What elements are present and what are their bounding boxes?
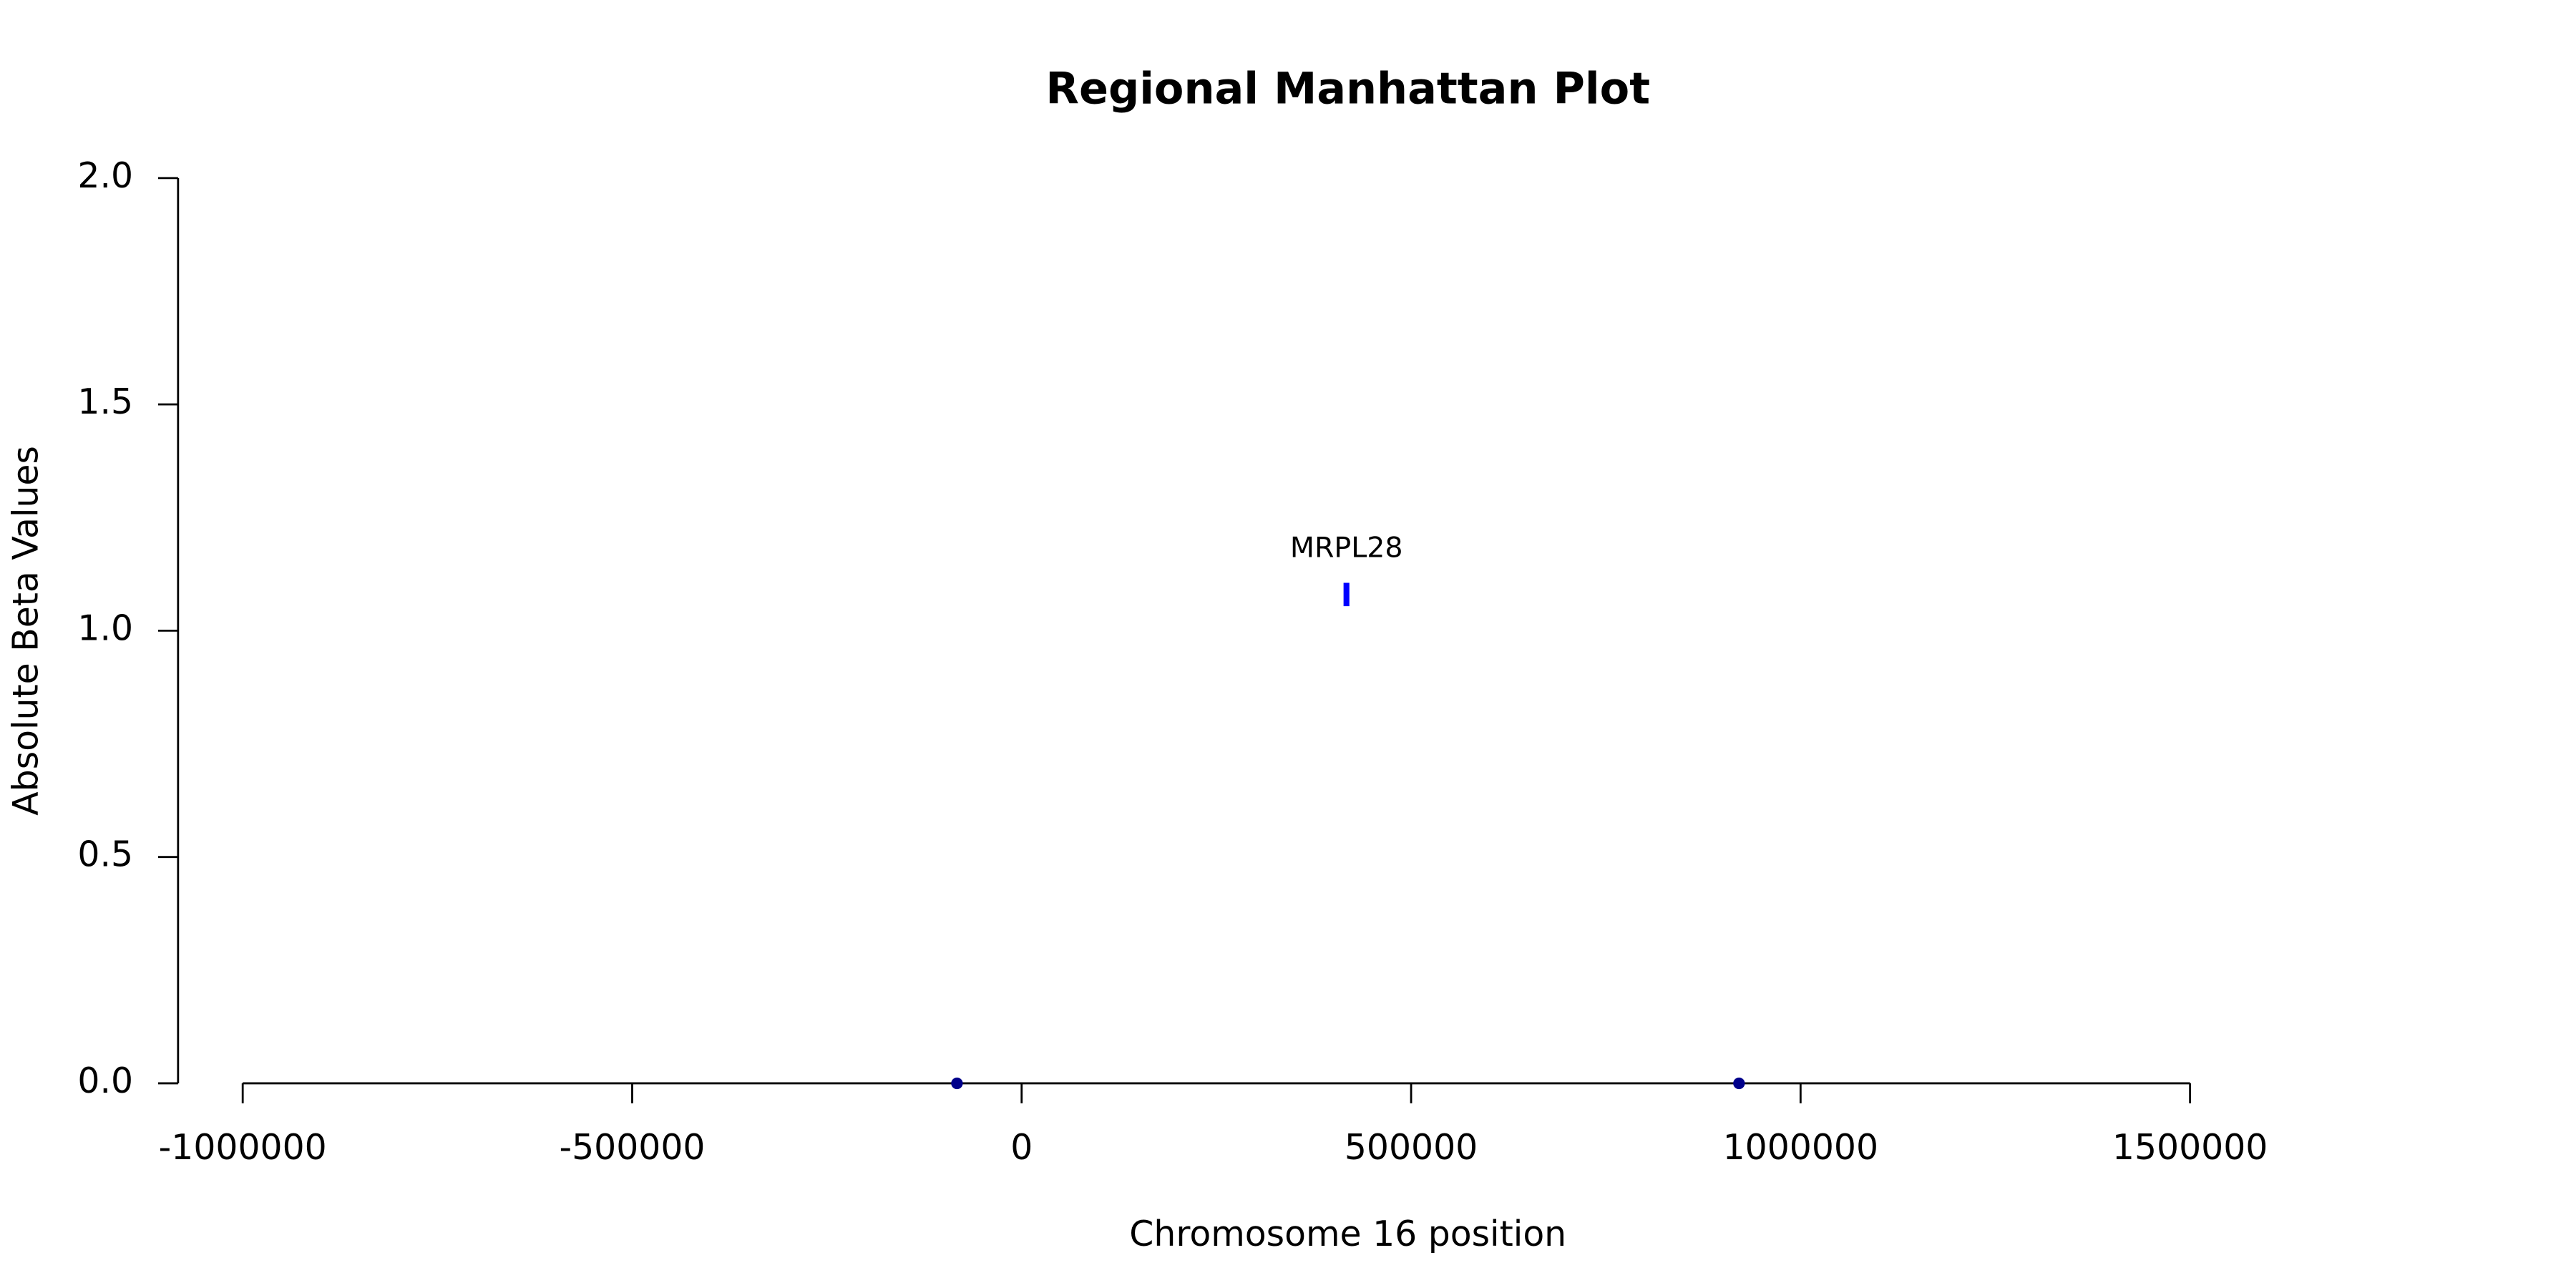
- x-tick-label: 500000: [1345, 1127, 1478, 1168]
- x-axis-label: Chromosome 16 position: [1129, 1214, 1566, 1254]
- y-axis-label: Absolute Beta Values: [6, 446, 47, 816]
- y-tick-label: 1.0: [77, 608, 133, 648]
- x-tick-label: -1000000: [159, 1127, 327, 1168]
- point: [1733, 1077, 1745, 1090]
- annotation: MRPL28: [1290, 532, 1403, 565]
- y-tick-label: 0.0: [77, 1060, 133, 1101]
- y-tick-label: 1.5: [77, 381, 133, 422]
- x-tick-label: 1000000: [1723, 1127, 1878, 1168]
- point: [951, 1077, 963, 1090]
- x-tick-label: 1500000: [2112, 1127, 2268, 1168]
- chart-title: Regional Manhattan Plot: [1045, 64, 1650, 114]
- x-tick-label: -500000: [559, 1127, 705, 1168]
- y-tick-label: 0.5: [77, 834, 133, 875]
- x-tick-label: 0: [1010, 1127, 1033, 1168]
- y-tick-label: 2.0: [77, 155, 133, 196]
